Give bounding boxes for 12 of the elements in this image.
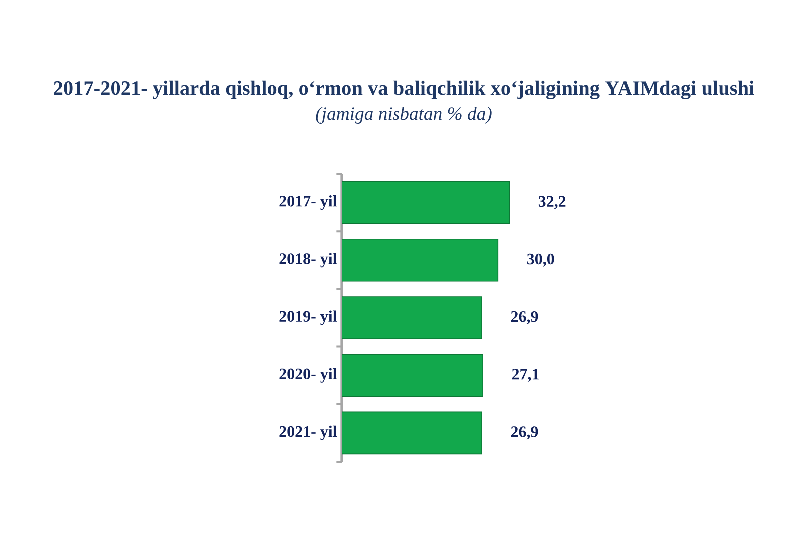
data-label: 26,9 [511,426,538,440]
data-label: 32,2 [538,196,566,210]
chart-title: 2017-2021- yillarda qishloq, o‘rmon va baliqchilik xo‘jaligining YAIMdagi ulushi [54,80,754,100]
y-tick-label: 2020- yil [280,368,338,383]
data-label: 30,0 [527,254,554,267]
data-label: 26,9 [511,311,538,325]
y-tick-label: 2019- yil [280,310,338,326]
y-tick-label: 2017- yil [280,196,338,210]
chart-subtitle: (jamiga nisbatan % da) [316,107,492,124]
y-tick-label: 2021- yil [280,426,338,440]
data-label: 27,1 [512,369,539,382]
y-tick-label: 2018- yil [280,253,338,268]
